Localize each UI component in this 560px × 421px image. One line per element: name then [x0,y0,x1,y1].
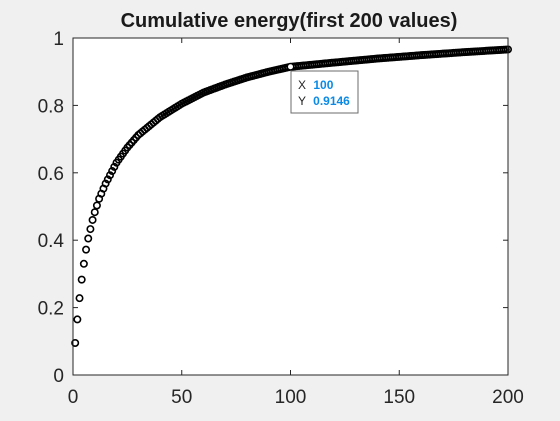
datatip-x-row: X 100 [298,78,334,92]
datatip-y-label: Y [298,94,306,108]
data-point[interactable] [71,338,80,347]
data-point[interactable] [84,234,93,243]
data-point[interactable] [110,162,119,171]
datatip-y-value: 0.9146 [313,94,350,108]
y-tick-label: 0.6 [38,164,64,185]
data-point[interactable] [86,225,95,234]
y-tick-label: 0.4 [38,231,65,252]
x-tick-label: 100 [275,387,307,408]
data-points [71,45,512,347]
datatip-marker[interactable] [287,63,294,71]
x-axis: 0 50 100 150 200 [68,38,524,408]
datatip-y-row: Y 0.9146 [298,94,350,108]
y-tick-label: 0.8 [38,96,64,117]
data-point[interactable] [79,259,88,268]
data-point[interactable] [75,294,84,303]
x-tick-label: 0 [68,387,79,408]
data-point[interactable] [92,201,101,210]
data-point[interactable] [82,245,91,254]
data-point[interactable] [88,215,97,224]
datatip-x-label: X [298,78,306,92]
y-tick-label: 0.2 [38,299,64,320]
data-point[interactable] [77,275,86,284]
chart-title: Cumulative energy(first 200 values) [121,10,458,32]
datatip-box[interactable] [290,70,359,114]
datatip[interactable]: X 100 Y 0.9146 [287,63,359,114]
data-point[interactable] [105,171,114,180]
data-point[interactable] [101,179,110,188]
data-point[interactable] [108,167,117,176]
data-point[interactable] [73,315,82,324]
x-tick-label: 200 [492,387,524,408]
y-tick-label: 1 [53,29,64,50]
y-tick-label: 0 [53,366,64,387]
datatip-x-value: 100 [313,78,333,92]
x-tick-label: 50 [171,387,192,408]
data-point[interactable] [103,175,112,184]
x-tick-label: 150 [383,387,415,408]
y-axis: 0 0.2 0.4 0.6 0.8 1 [38,29,508,387]
data-point[interactable] [90,208,99,217]
